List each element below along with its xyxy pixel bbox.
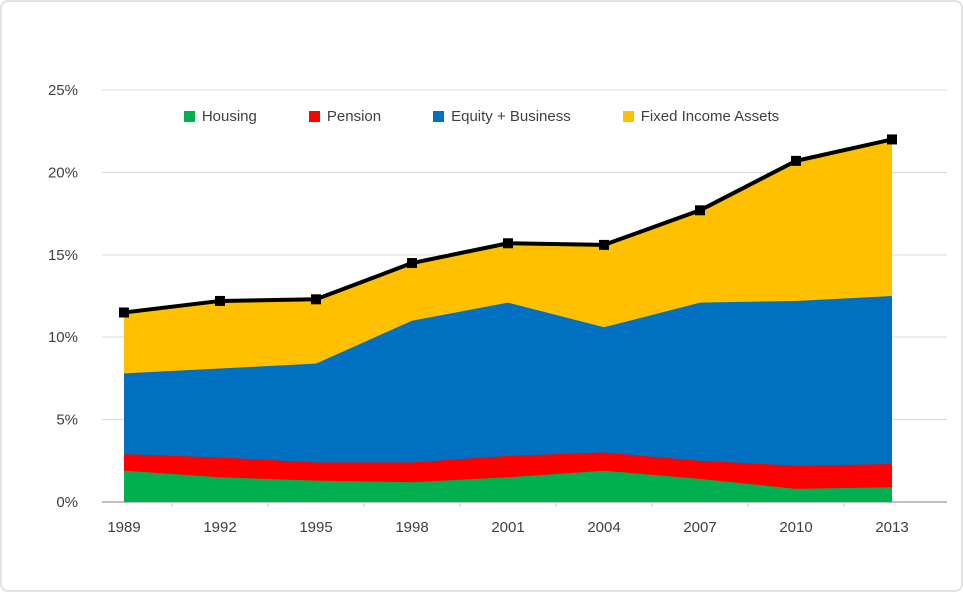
y-tick-label: 10% <box>48 329 78 346</box>
y-tick-label: 25% <box>48 82 78 99</box>
y-tick-label: 5% <box>56 412 78 429</box>
total-line-marker <box>407 258 417 269</box>
y-tick-label: 20% <box>48 164 78 181</box>
y-tick-label: 0% <box>56 494 78 511</box>
x-tick-label: 2001 <box>491 519 524 536</box>
x-tick-label: 1995 <box>299 519 332 536</box>
area-equity-business <box>124 296 892 502</box>
total-line-marker <box>695 205 705 216</box>
x-tick-label: 1998 <box>395 519 428 536</box>
total-line-marker <box>215 295 225 306</box>
total-line-marker <box>503 238 513 249</box>
total-line-marker <box>887 134 897 145</box>
total-line-marker <box>119 307 129 318</box>
x-tick-label: 2013 <box>875 519 908 536</box>
area-housing <box>124 470 892 502</box>
x-tick-label: 2004 <box>587 519 620 536</box>
x-tick-label: 1992 <box>203 519 236 536</box>
total-line-marker <box>599 239 609 250</box>
x-tick-label: 1989 <box>107 519 140 536</box>
y-tick-label: 15% <box>48 247 78 264</box>
x-tick-label: 2007 <box>683 519 716 536</box>
total-line-marker <box>311 294 321 305</box>
x-tick-label: 2010 <box>779 519 812 536</box>
total-line-marker <box>791 155 801 166</box>
